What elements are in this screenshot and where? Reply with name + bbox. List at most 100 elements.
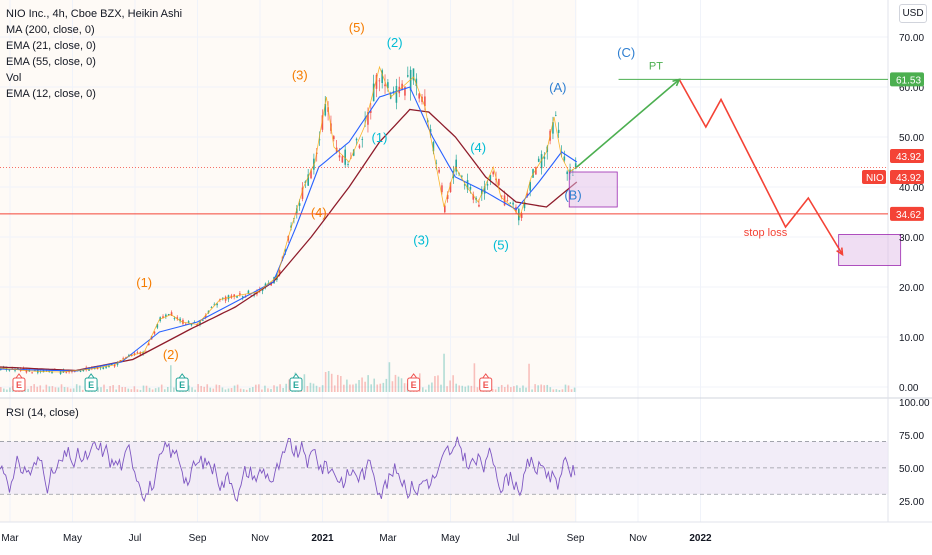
candle-body <box>344 149 346 165</box>
rsi-legend[interactable]: RSI (14, close) <box>6 407 79 419</box>
volume-bar <box>209 387 212 392</box>
volume-bar <box>309 382 312 392</box>
volume-bar <box>63 387 66 392</box>
candle-body <box>93 368 96 370</box>
volume-bar <box>239 388 242 392</box>
candle-body <box>478 204 480 207</box>
candle-body <box>486 184 489 186</box>
candle-body <box>481 189 483 195</box>
candle-body <box>449 182 452 193</box>
volume-bar <box>391 381 394 392</box>
volume-bar <box>503 386 506 392</box>
candle-body <box>324 103 327 116</box>
volume-bar <box>373 378 376 392</box>
volume-bar <box>130 389 133 392</box>
volume-bar <box>336 374 339 392</box>
symbol-title[interactable]: NIO Inc., 4h, Cboe BZX, Heikin Ashi <box>6 8 183 20</box>
volume-bar <box>440 384 442 392</box>
candle-body <box>455 159 457 172</box>
volume-bar <box>452 375 454 392</box>
candle-body <box>543 156 546 159</box>
candle-body <box>529 181 531 191</box>
volume-bar <box>276 386 278 392</box>
volume-bar <box>106 389 108 392</box>
candle-body <box>167 314 170 316</box>
volume-bar <box>473 363 476 392</box>
candle-body <box>88 368 90 371</box>
candle-body <box>224 296 227 301</box>
candle-body <box>574 163 577 169</box>
volume-bar <box>227 388 230 392</box>
volume-bar <box>255 384 257 392</box>
candle-body <box>31 372 33 374</box>
volume-bar <box>516 385 518 392</box>
volume-bar <box>549 387 552 392</box>
candle-body <box>82 369 85 372</box>
volume-bar <box>349 384 351 392</box>
candle-body <box>213 304 216 306</box>
candle-body <box>557 129 560 134</box>
volume-bar <box>39 385 42 392</box>
indicator-volume[interactable]: Vol <box>6 72 22 84</box>
volume-bar <box>467 385 470 392</box>
wave-label: (A) <box>549 80 566 95</box>
volume-bar <box>66 387 69 392</box>
price-tick-label: 70.00 <box>899 33 924 44</box>
indicator-ma200[interactable]: MA (200, close, 0) <box>6 24 95 36</box>
ticker-tag: NIO <box>866 173 884 184</box>
price-tick-label: 50.00 <box>899 133 924 144</box>
volume-bar <box>273 385 275 392</box>
candle-body <box>290 225 292 228</box>
time-tick-label: Jul <box>507 533 520 544</box>
candle-body <box>298 203 301 206</box>
target-label: PT <box>649 61 663 73</box>
volume-bar <box>203 386 206 392</box>
volume-bar <box>561 389 564 392</box>
currency-button[interactable]: USD <box>899 4 927 23</box>
candle-body <box>133 353 136 355</box>
wave-label: (5) <box>349 20 365 35</box>
time-tick-label: May <box>63 533 82 544</box>
volume-bar <box>6 389 8 392</box>
volume-bar <box>248 387 251 392</box>
volume-bar <box>552 389 555 392</box>
candle-body <box>395 85 398 103</box>
indicator-ema55[interactable]: EMA (55, close, 0) <box>6 56 96 68</box>
candle-body <box>500 195 503 197</box>
volume-bar <box>525 387 527 392</box>
candle-body <box>381 70 383 84</box>
volume-bar <box>154 388 157 392</box>
volume-bar <box>36 386 39 392</box>
volume-bar <box>379 383 382 392</box>
volume-bar <box>145 385 148 392</box>
candle-body <box>136 352 139 354</box>
candle-body <box>372 83 375 102</box>
volume-bar <box>397 376 400 392</box>
volume-bar <box>48 386 51 392</box>
candle-body <box>105 366 107 368</box>
candle-body <box>185 323 187 325</box>
volume-bar <box>251 387 254 392</box>
candle-body <box>566 171 568 175</box>
candle-body <box>518 208 520 221</box>
candle-body <box>418 93 420 99</box>
candle-body <box>307 174 309 186</box>
indicator-ema21[interactable]: EMA (21, close, 0) <box>6 40 96 52</box>
indicator-ema12[interactable]: EMA (12, close, 0) <box>6 88 96 100</box>
volume-bar <box>212 388 215 392</box>
candle-body <box>204 315 207 318</box>
wave-label: (5) <box>493 238 509 253</box>
volume-bar <box>0 387 2 392</box>
volume-bar <box>455 383 457 392</box>
volume-bar <box>461 385 464 392</box>
candle-body <box>404 86 406 96</box>
volume-bar <box>446 386 448 392</box>
time-tick-label: Sep <box>189 533 207 544</box>
volume-bar <box>197 384 199 392</box>
volume-bar <box>355 383 357 392</box>
candle-body <box>347 164 349 165</box>
volume-bar <box>236 384 239 392</box>
volume-bar <box>51 386 54 392</box>
